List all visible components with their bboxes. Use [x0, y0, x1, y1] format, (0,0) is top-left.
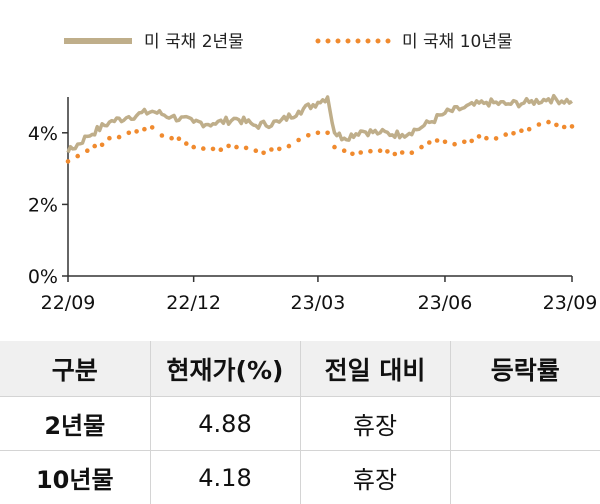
- series-10y-point: [201, 146, 206, 151]
- series-10y-point: [452, 141, 457, 147]
- legend: 미 국채 2년물 미 국채 10년물: [64, 32, 513, 52]
- series-10y-point: [85, 148, 90, 153]
- x-tick-label: 23/09: [543, 292, 598, 314]
- yield-table: 구분 현재가(%) 전일 대비 등락률 2년물 4.88 휴장 10년물 4.1…: [0, 341, 600, 504]
- series-10y-point: [191, 144, 196, 150]
- legend-label-2y: 미 국채 2년물: [144, 32, 244, 52]
- series-10y-point: [286, 143, 292, 149]
- series-10y-point: [561, 124, 567, 130]
- series-10y-point: [519, 128, 524, 133]
- series-10y-point: [419, 144, 424, 150]
- row-label: 2년물: [0, 396, 150, 451]
- series-10y-point: [469, 138, 475, 144]
- series-10y-point: [484, 135, 489, 141]
- series-10y-point: [296, 137, 301, 143]
- header-price: 현재가(%): [149, 341, 300, 397]
- series-10y-point: [392, 151, 398, 157]
- y-tick-label: 4%: [28, 123, 58, 145]
- series-10y-point: [277, 146, 282, 152]
- row-rate: [449, 396, 600, 451]
- y-tick-label: 2%: [28, 194, 58, 216]
- series-10y-point: [368, 148, 373, 154]
- table-header-row: 구분 현재가(%) 전일 대비 등락률: [0, 341, 600, 397]
- series-10y-point: [462, 139, 467, 145]
- series-10y-point: [234, 144, 239, 150]
- y-tick-label: 0%: [28, 266, 58, 288]
- series-10y-point: [325, 130, 330, 136]
- series-10y-point: [350, 151, 355, 157]
- series-10y-point: [149, 125, 155, 130]
- row-change: 휴장: [299, 396, 450, 451]
- series-10y-point: [377, 148, 383, 153]
- series-10y-point: [116, 134, 122, 140]
- x-axis: 22/09 22/12 23/03 23/06 23/09: [41, 275, 598, 314]
- series-10y-point: [546, 119, 551, 125]
- series-10y-point: [99, 142, 105, 148]
- series-10y-point: [269, 147, 274, 152]
- series-10y-point: [315, 130, 321, 136]
- series-10y-point: [306, 133, 311, 138]
- series-10y-point: [92, 143, 97, 149]
- series-10y-point: [126, 130, 132, 136]
- series-10y-point: [503, 132, 509, 137]
- series-10y-point: [569, 124, 575, 129]
- series-10y-point: [65, 159, 71, 164]
- series-10y-point: [409, 150, 415, 155]
- series-10y-point: [226, 143, 231, 149]
- series-10y-point: [142, 126, 147, 132]
- series-10y-point: [511, 131, 516, 136]
- header-category: 구분: [0, 341, 150, 397]
- series-10y-point: [107, 135, 112, 141]
- series-2y-line: [66, 93, 573, 154]
- yield-chart: 미 국채 2년물 미 국채 10년물 0% 2% 4% 22/09 22/12 23/0…: [28, 32, 598, 314]
- table-row: 10년물 4.18 휴장: [0, 450, 600, 504]
- series-10y-point: [332, 144, 337, 150]
- series-10y-point: [385, 149, 390, 154]
- series-10y-point: [75, 153, 80, 159]
- x-tick-label: 23/03: [291, 292, 346, 314]
- series-10y-point: [536, 122, 542, 127]
- header-rate: 등락률: [449, 341, 600, 397]
- row-change: 휴장: [299, 450, 450, 504]
- series-10y-point: [399, 150, 405, 155]
- series-2y: [66, 93, 573, 154]
- series-10y-point: [554, 122, 559, 128]
- series-10y-point: [526, 126, 532, 132]
- x-tick-label: 23/06: [418, 292, 473, 314]
- series-10y: [65, 119, 575, 164]
- header-change: 전일 대비: [299, 341, 450, 397]
- legend-label-10y: 미 국채 10년물: [402, 32, 513, 52]
- series-10y-point: [341, 148, 347, 153]
- series-10y-point: [134, 129, 139, 134]
- series-10y-point: [176, 136, 182, 141]
- series-10y-point: [210, 146, 216, 152]
- row-label: 10년물: [0, 450, 150, 504]
- series-10y-point: [476, 134, 482, 139]
- series-10y-point: [184, 141, 189, 146]
- series-10y-point: [493, 136, 499, 141]
- series-10y-point: [169, 135, 174, 141]
- series-10y-point: [434, 138, 440, 143]
- x-tick-label: 22/12: [166, 292, 221, 314]
- row-price: 4.88: [149, 396, 300, 451]
- row-price: 4.18: [149, 450, 300, 504]
- series-10y-point: [253, 148, 259, 153]
- y-axis: 0% 2% 4%: [28, 97, 69, 288]
- series-10y-point: [243, 145, 249, 151]
- series-10y-point: [427, 140, 432, 145]
- table-row: 2년물 4.88 휴장: [0, 396, 600, 451]
- series-10y-point: [358, 150, 364, 155]
- series-10y-point: [218, 147, 224, 152]
- x-tick-label: 22/09: [41, 292, 96, 314]
- series-10y-point: [261, 150, 266, 156]
- series-10y-point: [442, 139, 448, 145]
- row-rate: [449, 450, 600, 504]
- series-10y-point: [159, 133, 165, 138]
